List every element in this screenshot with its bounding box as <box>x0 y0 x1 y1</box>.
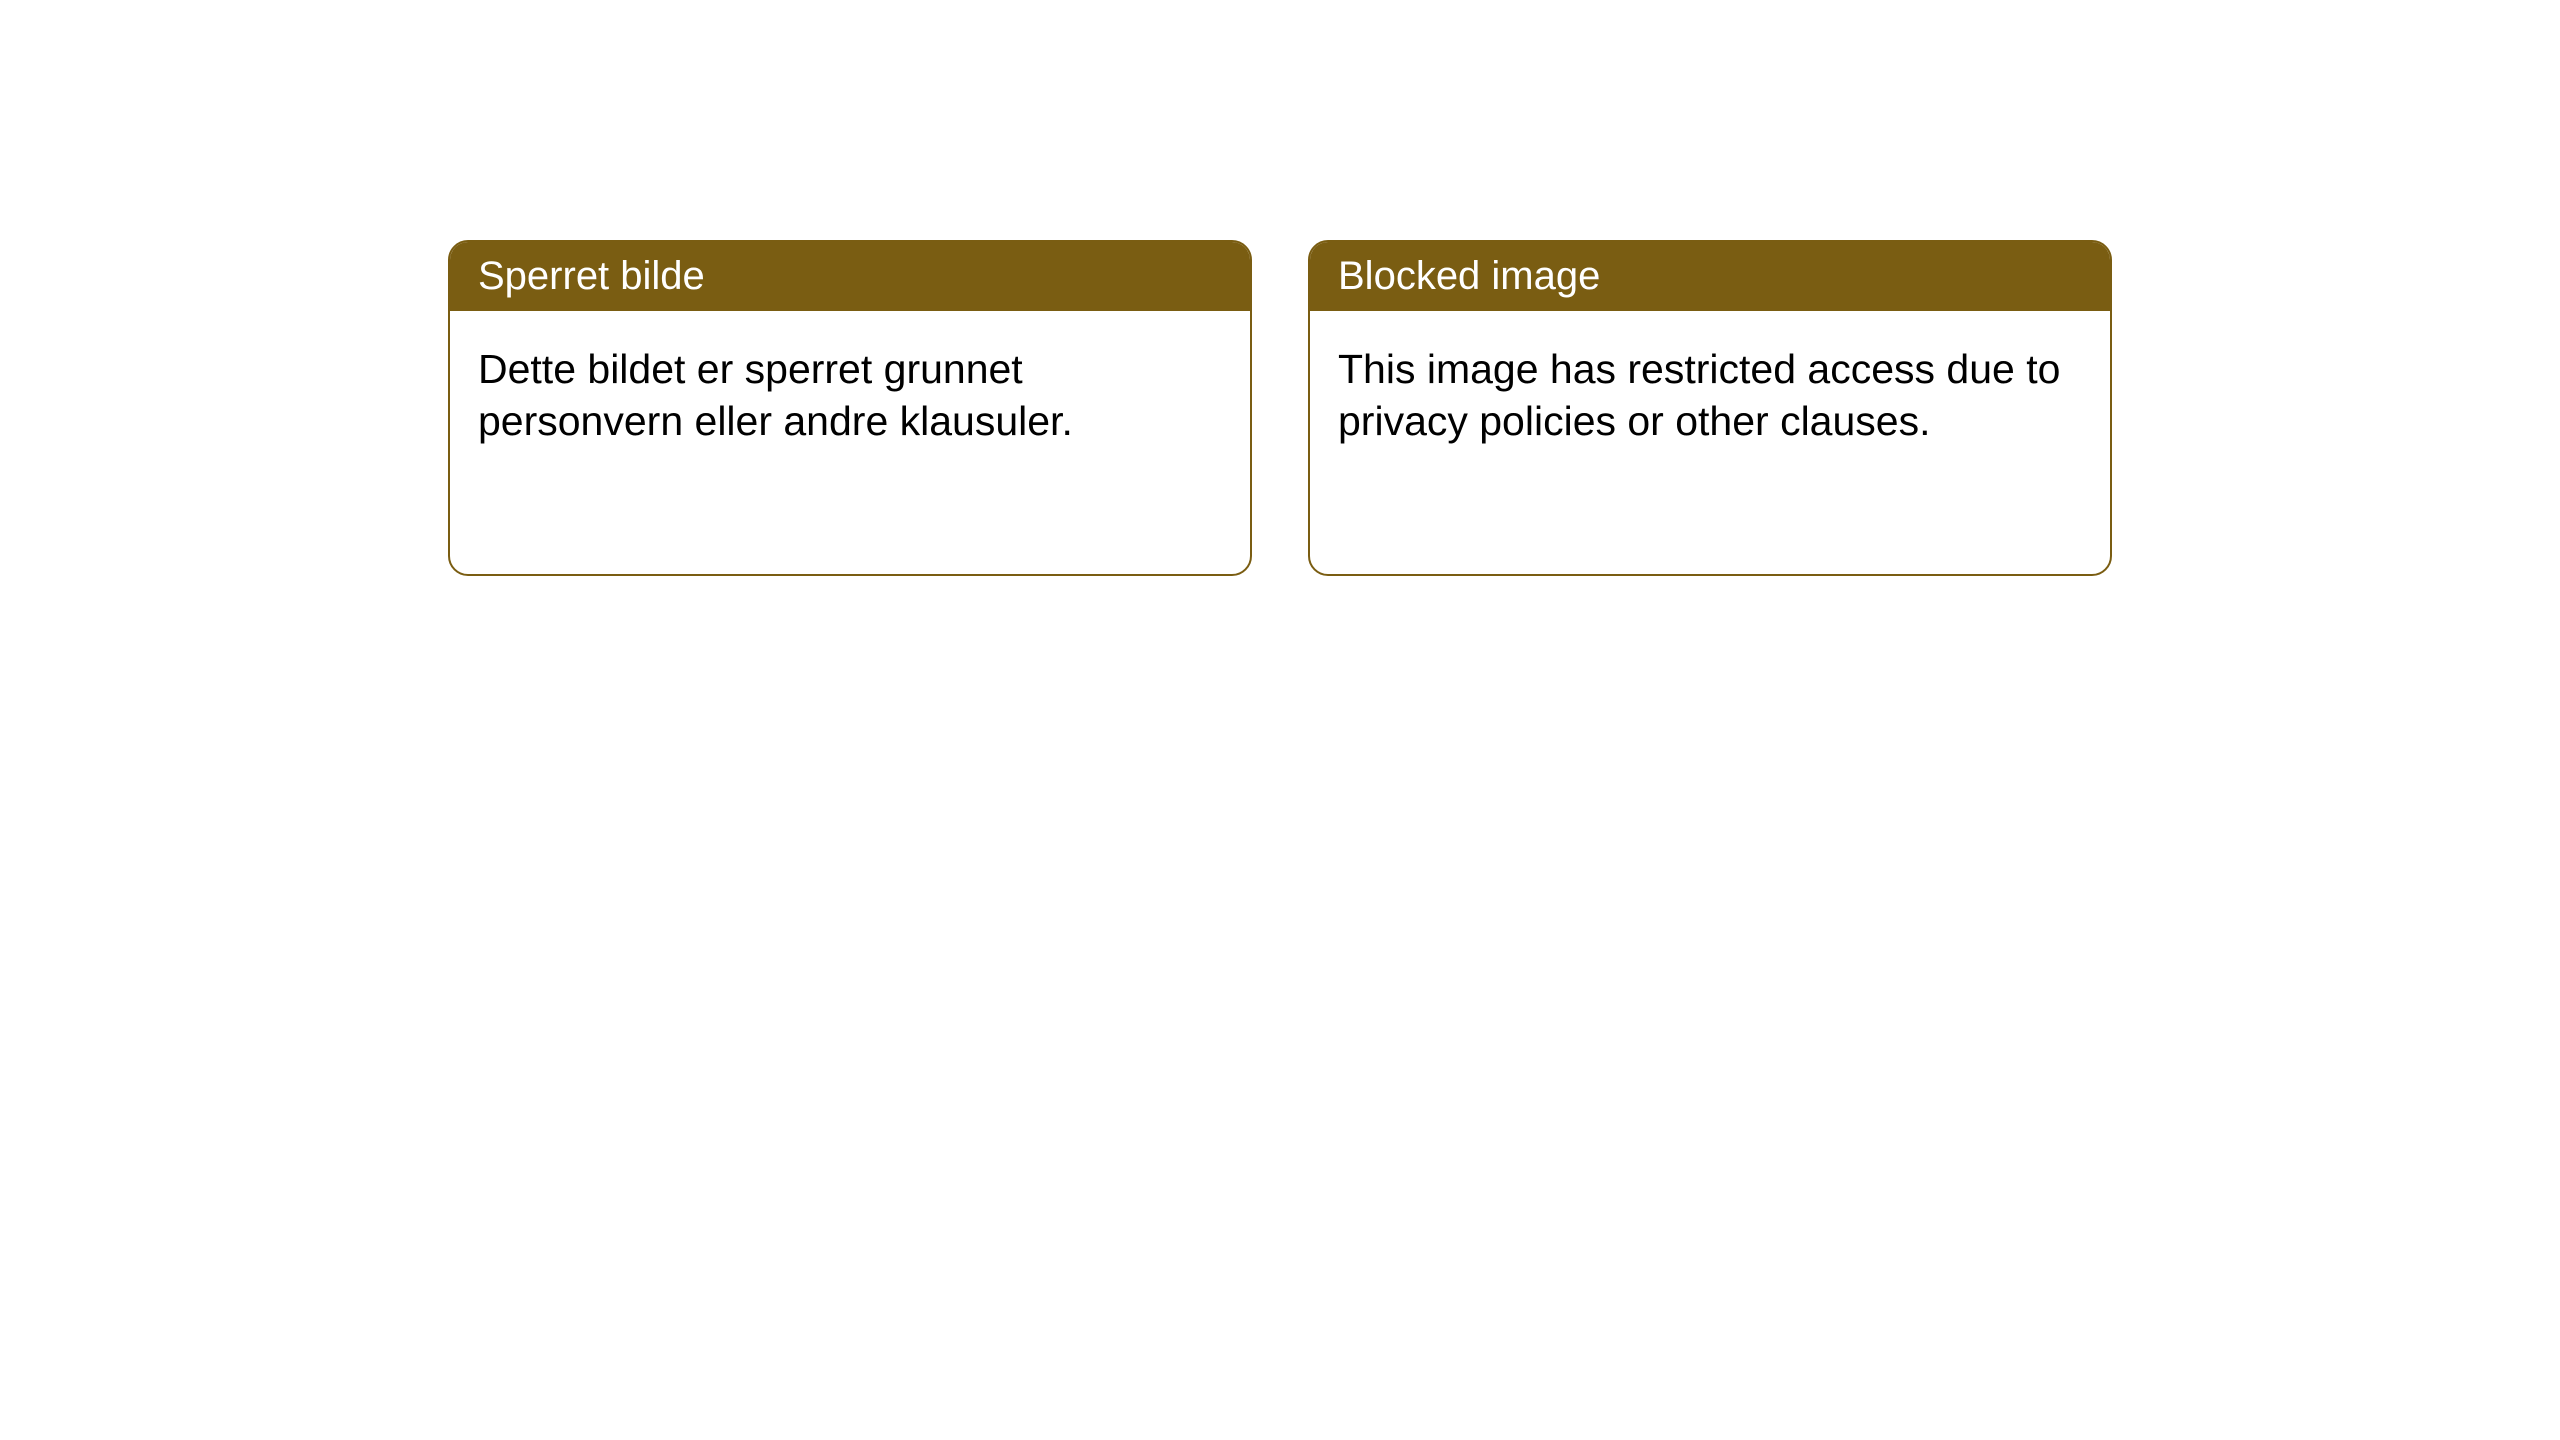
notice-card-no: Sperret bilde Dette bildet er sperret gr… <box>448 240 1252 576</box>
notice-card-body-no: Dette bildet er sperret grunnet personve… <box>450 311 1250 480</box>
notice-card-header-no: Sperret bilde <box>450 242 1250 311</box>
notice-card-body-en: This image has restricted access due to … <box>1310 311 2110 480</box>
notice-card-en: Blocked image This image has restricted … <box>1308 240 2112 576</box>
notice-card-header-en: Blocked image <box>1310 242 2110 311</box>
notice-container: Sperret bilde Dette bildet er sperret gr… <box>448 240 2112 576</box>
